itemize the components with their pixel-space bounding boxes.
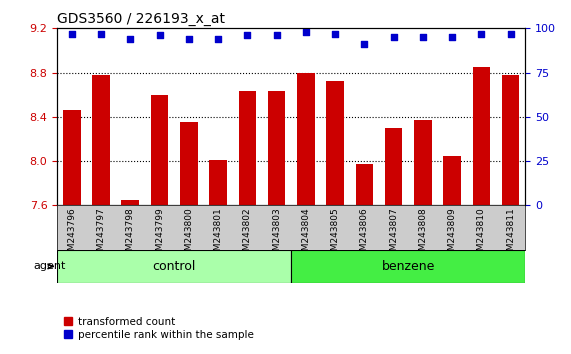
Bar	[122, 200, 139, 354]
Bar	[297, 73, 315, 354]
Bar	[473, 67, 490, 354]
Point	[243, 33, 252, 38]
Text: GDS3560 / 226193_x_at: GDS3560 / 226193_x_at	[57, 12, 225, 26]
Point	[331, 31, 340, 36]
Point	[301, 29, 311, 35]
Text: GSM243805: GSM243805	[331, 207, 340, 262]
Point	[360, 41, 369, 47]
Text: GSM243811: GSM243811	[506, 207, 515, 262]
Text: agent: agent	[34, 261, 66, 272]
Point	[448, 34, 457, 40]
Text: GSM243799: GSM243799	[155, 207, 164, 262]
Point	[419, 34, 428, 40]
Bar	[326, 81, 344, 354]
Text: GSM243807: GSM243807	[389, 207, 398, 262]
Point	[96, 31, 106, 36]
Point	[214, 36, 223, 42]
Text: GSM243802: GSM243802	[243, 207, 252, 262]
Text: benzene: benzene	[381, 260, 435, 273]
Point	[67, 31, 77, 36]
Text: control: control	[152, 260, 196, 273]
Text: GSM243803: GSM243803	[272, 207, 281, 262]
Bar	[385, 128, 403, 354]
Bar	[209, 160, 227, 354]
Point	[477, 31, 486, 36]
Bar	[93, 75, 110, 354]
Point	[155, 33, 164, 38]
Point	[506, 31, 515, 36]
Bar	[356, 164, 373, 354]
Bar	[151, 95, 168, 354]
Point	[184, 36, 194, 42]
Point	[389, 34, 398, 40]
Bar	[239, 91, 256, 354]
Text: GSM243806: GSM243806	[360, 207, 369, 262]
Text: GSM243796: GSM243796	[67, 207, 77, 262]
Text: GSM243800: GSM243800	[184, 207, 194, 262]
Bar	[180, 122, 198, 354]
Text: GSM243809: GSM243809	[448, 207, 457, 262]
Bar	[502, 75, 520, 354]
Point	[272, 33, 281, 38]
Bar	[443, 155, 461, 354]
Text: GSM243798: GSM243798	[126, 207, 135, 262]
Bar	[414, 120, 432, 354]
Text: GSM243801: GSM243801	[214, 207, 223, 262]
FancyBboxPatch shape	[57, 250, 291, 283]
Bar	[268, 91, 286, 354]
FancyBboxPatch shape	[291, 250, 525, 283]
Text: GSM243797: GSM243797	[96, 207, 106, 262]
Legend: transformed count, percentile rank within the sample: transformed count, percentile rank withi…	[62, 317, 254, 340]
Text: GSM243808: GSM243808	[419, 207, 428, 262]
Point	[126, 36, 135, 42]
Text: GSM243804: GSM243804	[301, 207, 311, 262]
Bar	[63, 110, 81, 354]
Text: GSM243810: GSM243810	[477, 207, 486, 262]
